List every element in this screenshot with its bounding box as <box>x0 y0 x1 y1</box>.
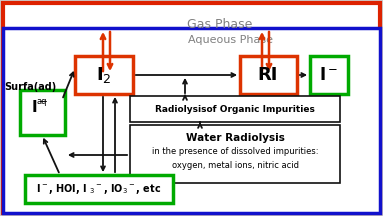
Text: Gas Phase: Gas Phase <box>187 18 253 31</box>
Bar <box>130 96 340 122</box>
Text: I$^-$: I$^-$ <box>31 99 49 115</box>
Text: Surfa(ad): Surfa(ad) <box>4 82 56 92</box>
Bar <box>3 28 380 213</box>
Bar <box>25 175 173 203</box>
Text: in the presence of dissolved impurities:: in the presence of dissolved impurities: <box>152 148 318 157</box>
Text: I$^-$: I$^-$ <box>319 66 339 84</box>
Text: Aqueous Phase: Aqueous Phase <box>188 35 272 45</box>
Text: I$^-$, HOI, I $_3$$^-$, IO$_3$$^-$, etc: I$^-$, HOI, I $_3$$^-$, IO$_3$$^-$, etc <box>36 182 162 196</box>
Text: RI: RI <box>258 66 278 84</box>
Text: oxygen, metal ions, nitric acid: oxygen, metal ions, nitric acid <box>172 160 298 170</box>
Text: Radiolysisof Organic Impurities: Radiolysisof Organic Impurities <box>155 105 315 113</box>
Bar <box>310 56 348 94</box>
Text: Water Radiolysis: Water Radiolysis <box>185 133 285 143</box>
Bar <box>240 56 297 94</box>
Bar <box>130 125 340 183</box>
Bar <box>75 56 133 94</box>
Text: aq: aq <box>37 97 47 106</box>
Text: I$_2$: I$_2$ <box>96 65 112 85</box>
Bar <box>20 90 65 135</box>
